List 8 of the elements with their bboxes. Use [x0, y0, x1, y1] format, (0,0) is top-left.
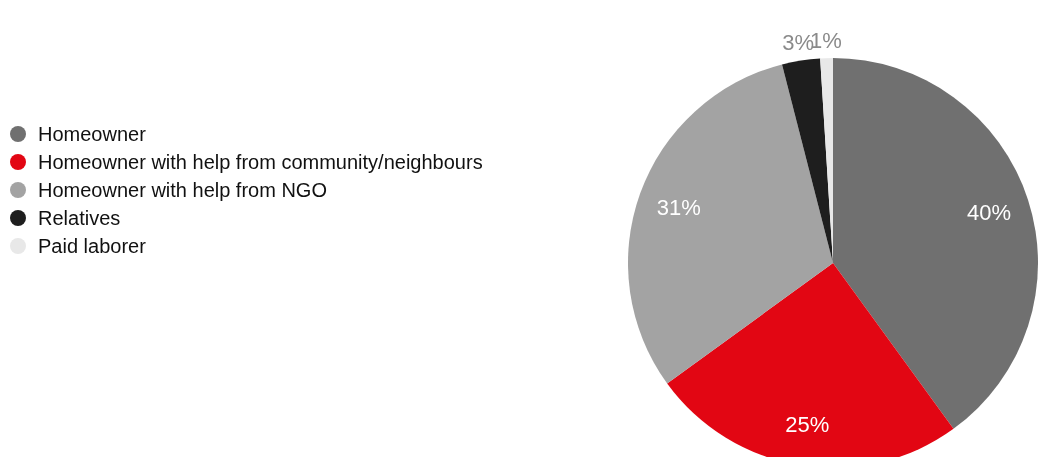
legend-label: Homeowner with help from NGO [38, 178, 327, 202]
data-label: 31% [656, 194, 701, 220]
legend-label: Paid laborer [38, 234, 146, 258]
legend-label: Relatives [38, 206, 121, 230]
legend-label: Homeowner [38, 122, 146, 146]
legend-label: Homeowner with help from community/neighbours [38, 150, 483, 174]
data-label: 25% [785, 412, 830, 438]
data-label: 40% [966, 199, 1011, 225]
